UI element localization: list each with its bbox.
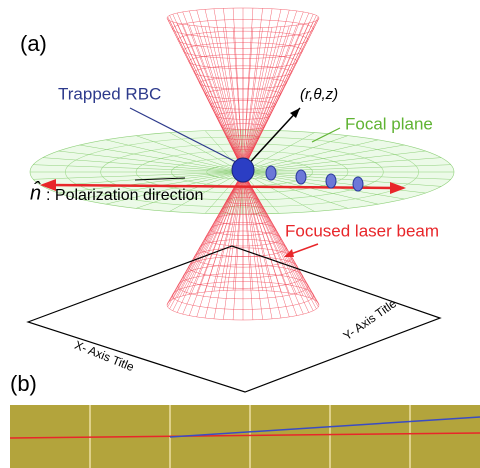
n-hat: n̂ [30,181,41,204]
figure: (a) Trapped RBC (r,θ,z) Focal plane n̂ :… [0,0,480,468]
rbc [326,174,336,188]
microscope-strip [10,405,480,468]
polarization-label: : Polarization direction [46,187,203,204]
panel-label: (b) [10,371,37,396]
focal-plane-label: Focal plane [345,114,433,133]
x-axis-title: X- Axis Title [73,338,137,375]
rbc-label: Trapped RBC [58,84,161,103]
coordinate-label: (r,θ,z) [300,86,338,103]
trapped-rbc [232,158,254,182]
y-axis-title: Y- Axis Title [341,296,400,343]
rbc [353,177,363,191]
panel-label: (a) [20,31,47,56]
rbc [296,170,306,184]
rbc [266,166,276,180]
laser-label: Focused laser beam [285,221,439,240]
